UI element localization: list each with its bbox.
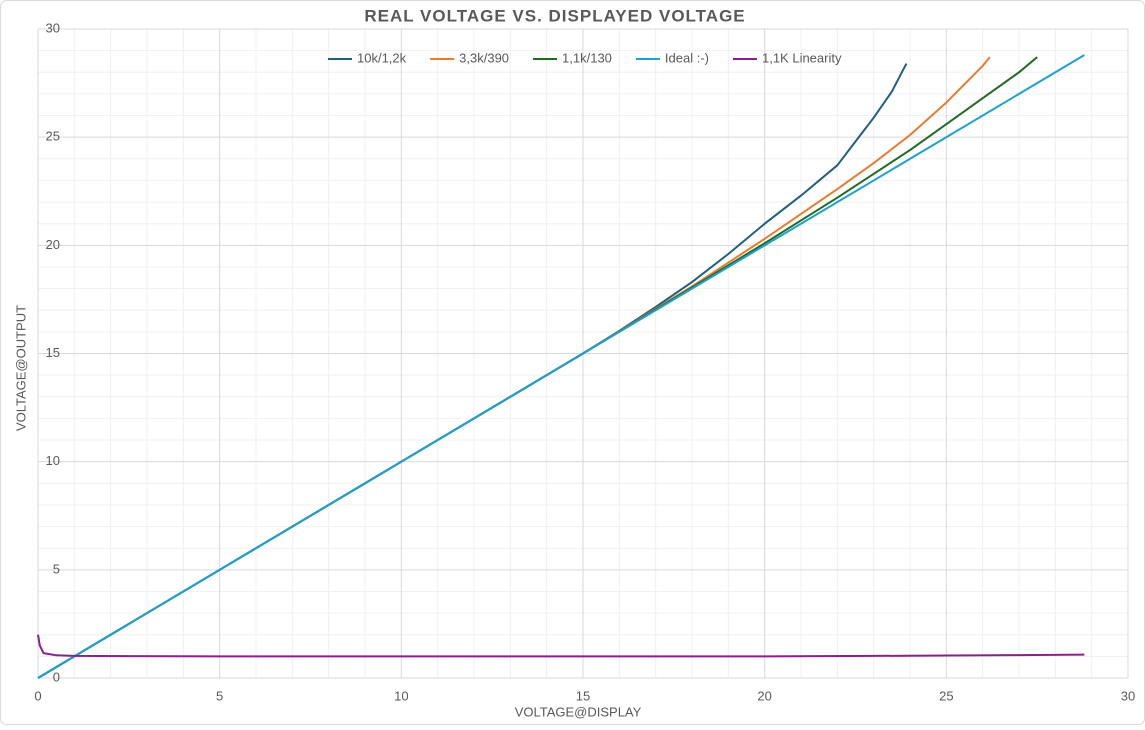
series-line — [37, 634, 1085, 658]
x-tick-label: 10 — [394, 688, 408, 703]
legend-label: 1,1K Linearity — [762, 50, 842, 65]
y-tick-label: 10 — [46, 453, 60, 468]
y-axis-label: VOLTAGE@OUTPUT — [13, 305, 28, 431]
x-tick-label: 25 — [939, 688, 953, 703]
legend-label: Ideal :-) — [665, 50, 709, 65]
y-tick-label: 0 — [53, 669, 60, 684]
y-tick-label: 5 — [53, 561, 60, 576]
legend-label: 3,3k/390 — [459, 50, 509, 65]
chart-title: REAL VOLTAGE VS. DISPLAYED VOLTAGE — [364, 6, 745, 25]
y-tick-label: 20 — [46, 237, 60, 252]
x-tick-label: 30 — [1121, 688, 1135, 703]
x-tick-label: 15 — [576, 688, 590, 703]
y-tick-label: 25 — [46, 129, 60, 144]
y-tick-label: 15 — [46, 345, 60, 360]
x-tick-label: 20 — [757, 688, 771, 703]
legend-label: 1,1k/130 — [562, 50, 612, 65]
legend-label: 10k/1,2k — [357, 50, 407, 65]
y-tick-label: 30 — [46, 20, 60, 35]
x-axis-label: VOLTAGE@DISPLAY — [515, 704, 642, 719]
x-tick-label: 5 — [216, 688, 223, 703]
series-line — [37, 54, 1085, 679]
x-tick-label: 0 — [34, 688, 41, 703]
